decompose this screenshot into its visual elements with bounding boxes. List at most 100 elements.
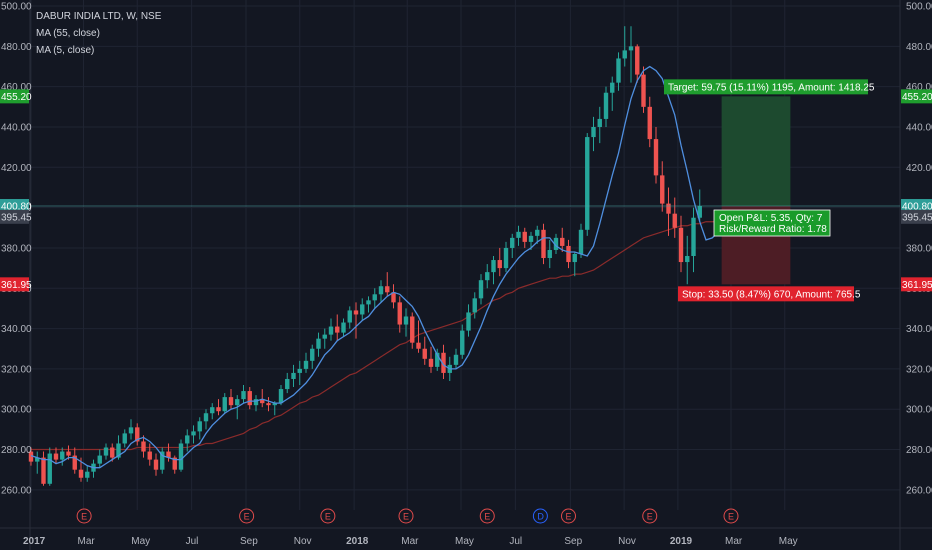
ma55-legend[interactable]: MA (55, close) [36,28,100,39]
candle-body [278,389,284,404]
ma5-legend[interactable]: MA (5, close) [36,45,95,56]
right-tick-label: 320.00 [906,364,932,375]
left-tick-label: 420.00 [1,163,32,174]
candle-body [172,457,177,470]
candle-body [653,139,659,176]
candle-body [378,286,384,295]
event-label: E [325,512,331,522]
x-tick-label: 2019 [670,536,693,547]
ma5-value-badge [901,209,932,224]
stop-price-badge-label: 361.95 [1,280,32,291]
event-earnings-icon[interactable] [561,508,576,524]
right-tick-label: 480.00 [906,42,932,53]
x-tick-label: Nov [618,536,636,547]
candle-body [678,227,684,263]
candle-body [253,399,259,406]
candle-body [316,338,321,349]
last-price-badge [0,199,29,214]
candle-body [85,471,90,478]
left-tick-label: 500.00 [1,2,32,13]
stop-label: Stop: 33.50 (8.47%) 670, Amount: 765.5 [682,289,861,300]
ma5-line [30,65,719,469]
event-earnings-icon[interactable] [76,508,92,524]
candle-body [28,451,34,462]
candle-body [122,433,127,444]
left-tick-label: 300.00 [1,405,32,416]
candle-body [435,352,440,367]
candle-body [666,203,671,214]
candle-body [591,126,596,138]
candle-body [366,300,371,305]
pnl-box[interactable] [713,209,831,237]
candle-body [228,397,234,406]
last-price-badge-label: 400.80 [902,202,932,213]
candle-body [222,397,227,412]
candle-body [503,247,509,269]
candle-body [628,46,634,51]
stop-label-box[interactable] [678,286,854,302]
candle-body [285,378,290,390]
candle-body [528,235,534,242]
candle-body [160,451,165,470]
target-label: Target: 59.75 (15.11%) 1195, Amount: 141… [668,82,875,93]
candle-body [335,326,340,333]
event-earnings-icon[interactable] [239,508,255,524]
left-tick-label: 280.00 [1,445,32,456]
candle-body [360,304,365,315]
candle-body [691,217,696,257]
target-price-badge [901,89,932,104]
candle-body [110,447,115,458]
left-tick-label: 460.00 [1,82,32,93]
candle-body [141,441,146,452]
candle-body [466,312,471,331]
candle-body [66,451,71,456]
candle-body [485,272,490,281]
right-tick-label: 420.00 [906,163,932,174]
right-tick-label: 300.00 [906,405,932,416]
x-tick-label: 2018 [346,536,369,547]
event-earnings-icon[interactable] [320,508,336,524]
target-label-box[interactable] [664,79,868,95]
candle-body [641,74,646,107]
x-tick-label: Sep [564,536,582,547]
candle-body [53,453,59,460]
candle-body [128,427,134,434]
left-tick-label: 340.00 [1,324,32,335]
event-earnings-icon[interactable] [723,508,739,524]
candle-body [210,407,215,414]
x-tick-label: Mar [78,536,96,547]
candle-body [578,229,584,254]
candle-body [372,294,377,301]
candle-body [291,372,296,379]
left-tick-label: 480.00 [1,42,32,53]
symbol-title: DABUR INDIA LTD, W, NSE [36,11,162,22]
candle-body [178,443,184,470]
event-label: E [566,512,572,522]
event-dividend-icon[interactable] [532,508,548,524]
candle-body [541,229,546,259]
target-zone[interactable] [721,96,791,207]
last-price-badge-label: 400.80 [1,202,32,213]
candle-body [347,310,352,323]
ma5-value-badge [0,209,29,224]
x-tick-label: Nov [294,536,312,547]
candle-body [497,260,502,269]
event-earnings-icon[interactable] [479,508,495,524]
candle-body [41,457,46,484]
right-tick-label: 460.00 [906,82,932,93]
candle-body [647,106,652,140]
candle-body [616,58,621,83]
candle-body [72,455,77,470]
candle-body [697,206,702,218]
candle-body [453,354,459,365]
right-tick-label: 440.00 [906,122,932,133]
x-tick-label: May [779,536,798,547]
candle-body [328,326,334,335]
candle-body [235,399,240,406]
candle-body [397,302,402,325]
candle-body [535,229,540,236]
event-earnings-icon[interactable] [398,508,414,524]
event-earnings-icon[interactable] [642,508,658,524]
right-tick-label: 380.00 [906,243,932,254]
